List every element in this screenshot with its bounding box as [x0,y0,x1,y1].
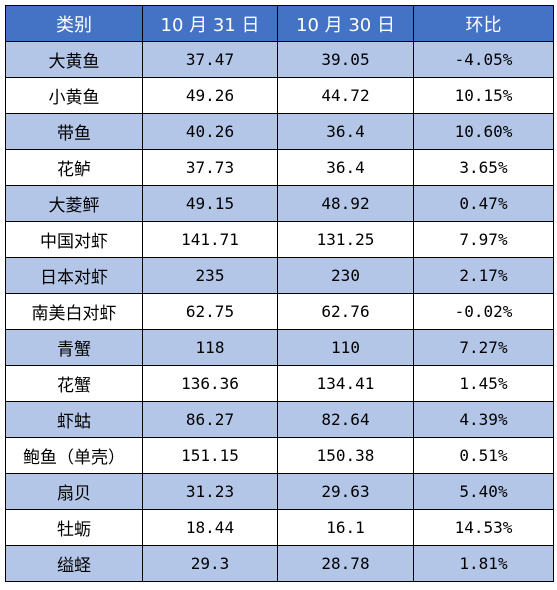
price-table: 类别 10 月 31 日 10 月 30 日 环比 大黄鱼 37.47 39.0… [5,5,554,582]
cell-oct-31: 29.3 [142,545,278,582]
cell-oct-30: 48.92 [277,185,414,222]
cell-oct-30: 62.76 [277,293,414,330]
header-category: 类别 [5,5,143,42]
cell-change: 10.15% [413,77,554,114]
cell-oct-30: 110 [277,329,414,366]
table-row: 虾蛄 86.27 82.64 4.39% [5,401,554,438]
header-oct-31: 10 月 31 日 [142,5,278,42]
cell-oct-31: 37.47 [142,41,278,78]
cell-change: 2.17% [413,257,554,294]
cell-change: 7.97% [413,221,554,258]
cell-oct-31: 235 [142,257,278,294]
table-row: 扇贝 31.23 29.63 5.40% [5,473,554,510]
cell-oct-31: 31.23 [142,473,278,510]
cell-oct-31: 118 [142,329,278,366]
cell-category: 虾蛄 [5,401,143,438]
table-header-row: 类别 10 月 31 日 10 月 30 日 环比 [5,5,554,42]
cell-category: 大菱鲆 [5,185,143,222]
cell-change: 14.53% [413,509,554,546]
cell-oct-30: 150.38 [277,437,414,474]
header-change: 环比 [413,5,554,42]
cell-oct-31: 141.71 [142,221,278,258]
table-row: 大黄鱼 37.47 39.05 -4.05% [5,41,554,78]
cell-change: 0.47% [413,185,554,222]
cell-category: 大黄鱼 [5,41,143,78]
cell-oct-31: 49.26 [142,77,278,114]
header-oct-30: 10 月 30 日 [277,5,414,42]
table-row: 中国对虾 141.71 131.25 7.97% [5,221,554,258]
cell-oct-31: 136.36 [142,365,278,402]
cell-category: 小黄鱼 [5,77,143,114]
price-table-container: 类别 10 月 31 日 10 月 30 日 环比 大黄鱼 37.47 39.0… [5,5,554,582]
cell-oct-30: 36.4 [277,149,414,186]
cell-category: 日本对虾 [5,257,143,294]
table-row: 小黄鱼 49.26 44.72 10.15% [5,77,554,114]
table-row: 鲍鱼（单壳） 151.15 150.38 0.51% [5,437,554,474]
cell-category: 青蟹 [5,329,143,366]
table-row: 日本对虾 235 230 2.17% [5,257,554,294]
table-row: 青蟹 118 110 7.27% [5,329,554,366]
cell-oct-30: 131.25 [277,221,414,258]
cell-change: 4.39% [413,401,554,438]
cell-category: 南美白对虾 [5,293,143,330]
cell-oct-30: 134.41 [277,365,414,402]
cell-oct-31: 62.75 [142,293,278,330]
table-row: 带鱼 40.26 36.4 10.60% [5,113,554,150]
table-row: 花蟹 136.36 134.41 1.45% [5,365,554,402]
cell-oct-31: 18.44 [142,509,278,546]
table-row: 花鲈 37.73 36.4 3.65% [5,149,554,186]
cell-change: 3.65% [413,149,554,186]
cell-change: 10.60% [413,113,554,150]
table-row: 牡蛎 18.44 16.1 14.53% [5,509,554,546]
cell-oct-30: 36.4 [277,113,414,150]
cell-change: -0.02% [413,293,554,330]
cell-category: 扇贝 [5,473,143,510]
cell-change: 7.27% [413,329,554,366]
cell-category: 花鲈 [5,149,143,186]
cell-oct-30: 29.63 [277,473,414,510]
cell-category: 牡蛎 [5,509,143,546]
cell-change: -4.05% [413,41,554,78]
cell-change: 1.45% [413,365,554,402]
cell-oct-31: 37.73 [142,149,278,186]
table-row: 南美白对虾 62.75 62.76 -0.02% [5,293,554,330]
cell-change: 5.40% [413,473,554,510]
cell-category: 中国对虾 [5,221,143,258]
cell-oct-31: 40.26 [142,113,278,150]
cell-oct-30: 230 [277,257,414,294]
cell-oct-30: 28.78 [277,545,414,582]
cell-oct-30: 39.05 [277,41,414,78]
cell-oct-30: 44.72 [277,77,414,114]
cell-oct-30: 82.64 [277,401,414,438]
cell-oct-31: 49.15 [142,185,278,222]
table-row: 缢蛏 29.3 28.78 1.81% [5,545,554,582]
cell-oct-31: 86.27 [142,401,278,438]
cell-change: 0.51% [413,437,554,474]
cell-change: 1.81% [413,545,554,582]
cell-category: 带鱼 [5,113,143,150]
cell-category: 鲍鱼（单壳） [5,437,143,474]
cell-category: 缢蛏 [5,545,143,582]
cell-oct-31: 151.15 [142,437,278,474]
cell-category: 花蟹 [5,365,143,402]
table-row: 大菱鲆 49.15 48.92 0.47% [5,185,554,222]
cell-oct-30: 16.1 [277,509,414,546]
